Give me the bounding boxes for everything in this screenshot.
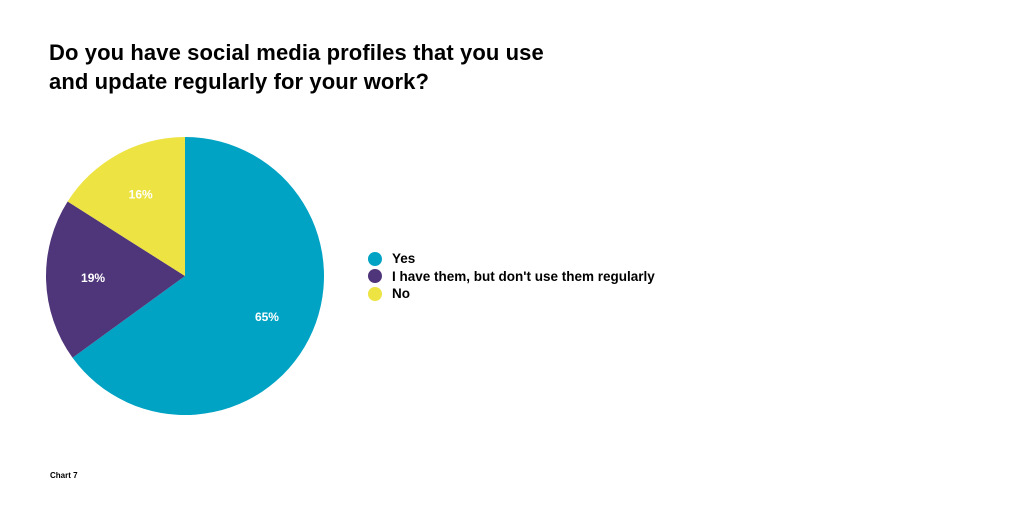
pie-label-no: 16% (129, 188, 153, 202)
pie-slice-have-but-not-regularly (46, 201, 185, 358)
chart-title-line-1: Do you have social media profiles that y… (49, 40, 544, 65)
legend-swatch-no (368, 286, 382, 301)
chart-number-footnote: Chart 7 (50, 471, 78, 480)
pie-slice-no (67, 137, 185, 276)
legend-item-no: No (368, 285, 655, 303)
chart-title: Do you have social media profiles that y… (49, 38, 669, 96)
legend-item-yes: Yes (368, 250, 655, 268)
chart-legend: Yes I have them, but don't use them regu… (368, 250, 655, 303)
legend-swatch-have-but-not-regularly (368, 269, 382, 284)
legend-swatch-yes (368, 251, 382, 266)
pie-slices (46, 137, 325, 415)
legend-label-yes: Yes (392, 251, 416, 267)
pie-label-yes: 65% (255, 310, 279, 324)
legend-label-have-but-not-regularly: I have them, but don't use them regularl… (392, 268, 655, 284)
pie-slice-yes (72, 137, 325, 415)
pie-slice-labels: 65% 19% 16% (81, 188, 279, 324)
chart-title-line-2: and update regularly for your work? (49, 69, 430, 94)
pie-label-have-but-not-regularly: 19% (81, 271, 105, 285)
legend-label-no: No (392, 286, 410, 302)
legend-item-have-but-not-regularly: I have them, but don't use them regularl… (368, 268, 655, 286)
